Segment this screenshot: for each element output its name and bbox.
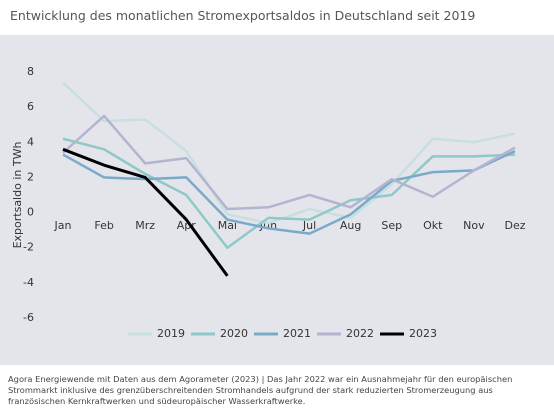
source-note: Agora Energiewende mit Daten aus dem Ago… xyxy=(8,374,513,406)
y-tick-label: 2 xyxy=(27,170,34,183)
x-tick-label: Jan xyxy=(54,219,72,232)
legend-label: 2021 xyxy=(283,327,311,340)
line-series xyxy=(62,137,516,249)
plot-panel xyxy=(0,35,554,365)
line-series xyxy=(62,81,516,225)
legend-label: 2020 xyxy=(220,327,248,340)
y-tick-label: 8 xyxy=(27,65,34,78)
x-tick-label: Mrz xyxy=(135,219,155,232)
y-axis-label: Exportsaldo in TWh xyxy=(11,142,24,249)
x-tick-label: Aug xyxy=(340,219,361,232)
y-tick-label: -4 xyxy=(23,276,34,289)
y-tick-label: 0 xyxy=(27,206,34,219)
x-tick-label: Feb xyxy=(94,219,113,232)
chart-title: Entwicklung des monatlichen Stromexports… xyxy=(10,8,476,23)
legend-label: 2022 xyxy=(346,327,374,340)
y-tick-label: 4 xyxy=(27,135,34,148)
y-tick-label: -2 xyxy=(23,241,34,254)
line-series xyxy=(62,114,516,211)
legend-label: 2023 xyxy=(409,327,437,340)
y-tick-label: -6 xyxy=(23,311,34,324)
line-series xyxy=(62,147,229,277)
legend-label: 2019 xyxy=(157,327,185,340)
x-tick-label: Mai xyxy=(218,219,237,232)
line-series xyxy=(62,149,516,235)
x-tick-label: Dez xyxy=(504,219,525,232)
y-tick-label: 6 xyxy=(27,100,34,113)
x-tick-label: Nov xyxy=(463,219,485,232)
x-tick-label: Okt xyxy=(423,219,443,232)
x-tick-label: Sep xyxy=(381,219,402,232)
x-tick-label: Jul xyxy=(302,219,316,232)
